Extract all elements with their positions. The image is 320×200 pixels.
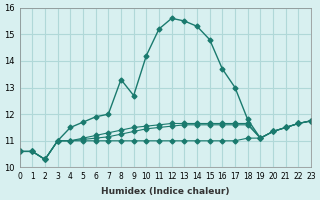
X-axis label: Humidex (Indice chaleur): Humidex (Indice chaleur)	[101, 187, 229, 196]
